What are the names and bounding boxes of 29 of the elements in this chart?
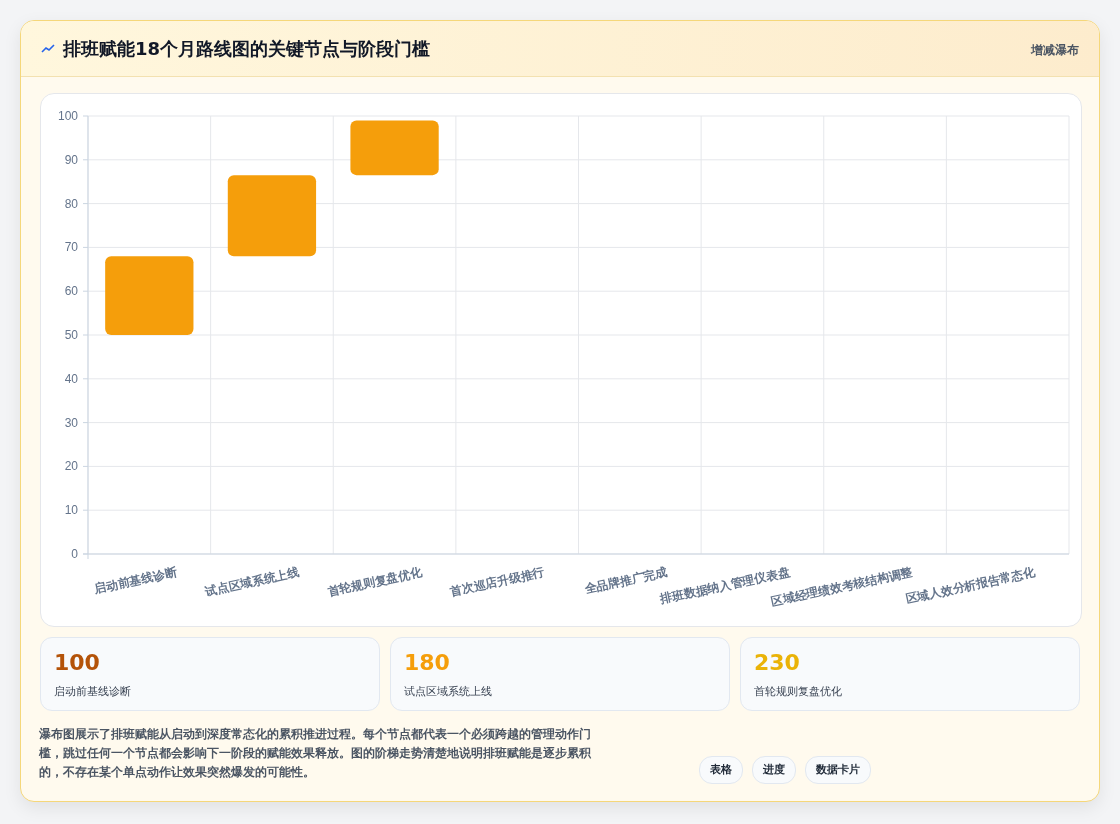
data-label: 230 [754,650,800,675]
x-tick-label: 首轮规则复盘优化 [325,565,425,600]
x-tick-label: 启动前基线诊断 [91,565,178,597]
chart-title: 排班赋能18个月路线图的关键节点与阶段门槛 [63,37,431,61]
y-tick-label: 80 [64,196,79,211]
category-label: 首轮规则复盘优化 [754,684,842,699]
text: 数据卡片 [805,756,871,784]
x-tick-label: 试点区域系统上线 [202,565,301,600]
category-label: 启动前基线诊断 [54,684,131,699]
y-tick-label: 30 [64,415,79,430]
y-tick-label: 70 [64,240,79,255]
y-tick-label: 50 [64,328,79,342]
data-label: 180 [404,650,450,675]
y-tick-label: 100 [57,109,79,123]
bar [350,120,439,176]
y-tick-label: 90 [64,152,79,167]
text: 瀑布图展示了排班赋能从启动到深度常态化的累积推进过程。每个节点都代表一个必须跨越的管理动作门槛，跳过任何一个节点都会影响下一阶段的赋能效果释放。图的阶梯走势清楚地说明排班赋能是逐步累积的，不存在某个单点动作让效果突然爆发的可能性。 [39,726,592,781]
category-label: 试点区域系统上线 [404,684,492,699]
text: 增减瀑布 [1031,42,1079,59]
bar [105,256,194,335]
text: 表格 [699,756,743,784]
y-tick-label: 60 [64,284,79,299]
y-tick-label: 40 [64,371,79,386]
y-tick-label: 20 [64,459,79,474]
bar [227,175,317,257]
y-tick-label: 0 [71,547,79,561]
y-tick-label: 10 [64,503,79,518]
x-tick-label: 首次巡店升级推行 [448,565,546,600]
text: 进度 [752,756,796,784]
